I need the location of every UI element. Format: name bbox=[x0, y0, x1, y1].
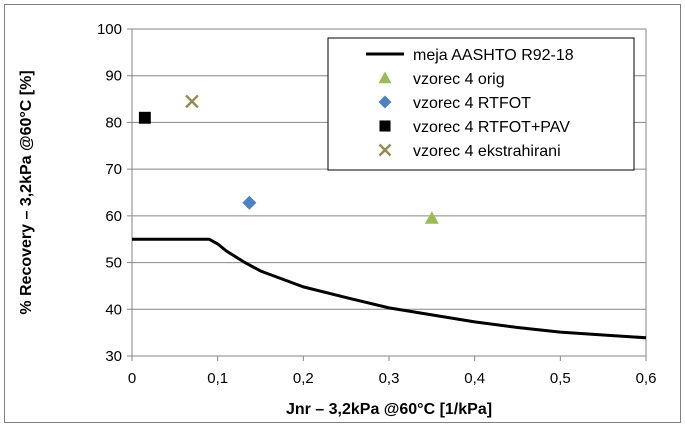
y-tick-label: 70 bbox=[105, 161, 122, 178]
scatter-chart: 30 40 50 60 70 80 90 100 0 0,1 0,2 0,3 0,4 0,5 0,6 Jn… bbox=[18, 21, 657, 418]
legend-swatch-x bbox=[378, 143, 392, 157]
x-tick-label: 0,6 bbox=[636, 370, 657, 387]
legend-label: meja AASHTO R92-18 bbox=[413, 47, 574, 64]
chart-frame: 30 40 50 60 70 80 90 100 0 0,1 0,2 0,3 0,4 0,5 0,6 Jn… bbox=[4, 4, 681, 423]
series-line-aashto bbox=[132, 237, 647, 340]
x-tick-label: 0,4 bbox=[464, 370, 485, 387]
y-tick-label: 90 bbox=[105, 68, 122, 85]
series-layer bbox=[132, 94, 647, 340]
y-axis-label: % Recovery – 3,2kPa @60°C [%] bbox=[18, 70, 35, 314]
x-axis-ticks: 0 0,1 0,2 0,3 0,4 0,5 0,6 bbox=[128, 356, 657, 387]
legend-label: vzorec 4 ekstrahirani bbox=[413, 143, 561, 160]
x-tick-label: 0,3 bbox=[379, 370, 400, 387]
legend-label: vzorec 4 RTFOT+PAV bbox=[413, 119, 570, 136]
legend-box bbox=[327, 37, 635, 171]
x-tick-label: 0 bbox=[128, 370, 136, 387]
data-point-triangle bbox=[424, 211, 439, 224]
x-marker-stroke bbox=[185, 94, 199, 109]
legend: meja AASHTO R92-18 vzorec 4 orig vzorec 4 … bbox=[327, 37, 635, 171]
x-marker-stroke bbox=[378, 143, 392, 157]
y-tick-label: 40 bbox=[105, 301, 122, 318]
data-point-square bbox=[138, 111, 151, 124]
y-tick-label: 30 bbox=[105, 348, 122, 365]
y-tick-label: 80 bbox=[105, 114, 122, 131]
x-axis-label: Jnr – 3,2kPa @60°C [1/kPa] bbox=[286, 401, 492, 418]
data-point-diamond bbox=[242, 195, 257, 210]
x-tick-label: 0,5 bbox=[550, 370, 571, 387]
y-tick-label: 50 bbox=[105, 255, 122, 272]
x-tick-label: 0,2 bbox=[293, 370, 314, 387]
data-point-x bbox=[185, 94, 199, 109]
y-tick-label: 100 bbox=[97, 21, 122, 38]
y-tick-label: 60 bbox=[105, 208, 122, 225]
legend-swatch-diamond bbox=[378, 95, 392, 109]
x-tick-label: 0,1 bbox=[207, 370, 228, 387]
legend-label: vzorec 4 orig bbox=[413, 71, 505, 88]
y-axis-ticks: 30 40 50 60 70 80 90 100 bbox=[97, 21, 132, 365]
legend-swatch-triangle bbox=[378, 71, 392, 84]
legend-label: vzorec 4 RTFOT bbox=[413, 95, 531, 112]
legend-swatch-square bbox=[379, 120, 391, 132]
